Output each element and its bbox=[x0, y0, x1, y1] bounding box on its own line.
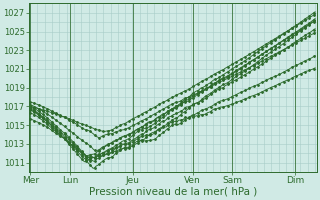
X-axis label: Pression niveau de la mer( hPa ): Pression niveau de la mer( hPa ) bbox=[89, 187, 257, 197]
